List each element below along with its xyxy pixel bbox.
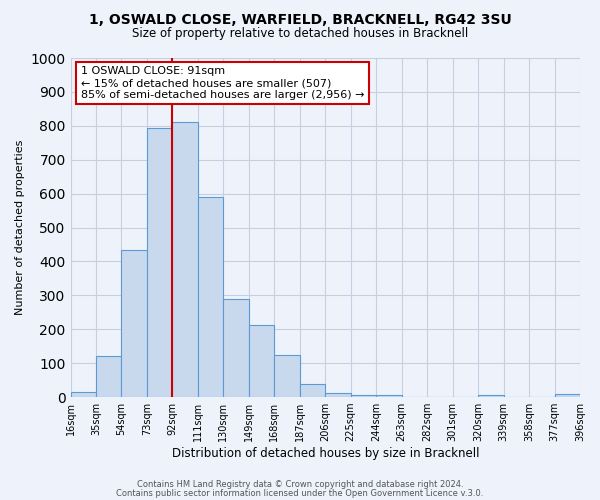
Bar (554, 394, 580, 397)
Bar (172, 122, 198, 397)
Bar (96, 356, 121, 397)
Text: Contains public sector information licensed under the Open Government Licence v.: Contains public sector information licen… (116, 488, 484, 498)
Bar (198, 197, 223, 397)
Bar (376, 396, 401, 397)
Text: Size of property relative to detached houses in Bracknell: Size of property relative to detached ho… (132, 28, 468, 40)
Bar (351, 394, 376, 397)
Bar (121, 250, 147, 397)
Bar (478, 394, 503, 397)
X-axis label: Distribution of detached houses by size in Bracknell: Distribution of detached houses by size … (172, 447, 479, 460)
Bar (147, 128, 172, 397)
Bar (249, 325, 274, 397)
Bar (71, 392, 96, 397)
Text: 1, OSWALD CLOSE, WARFIELD, BRACKNELL, RG42 3SU: 1, OSWALD CLOSE, WARFIELD, BRACKNELL, RG… (89, 12, 511, 26)
Y-axis label: Number of detached properties: Number of detached properties (15, 140, 25, 315)
Bar (325, 392, 351, 397)
Text: 1 OSWALD CLOSE: 91sqm
← 15% of detached houses are smaller (507)
85% of semi-det: 1 OSWALD CLOSE: 91sqm ← 15% of detached … (81, 66, 364, 100)
Bar (274, 354, 300, 397)
Bar (300, 384, 325, 397)
Text: Contains HM Land Registry data © Crown copyright and database right 2024.: Contains HM Land Registry data © Crown c… (137, 480, 463, 489)
Bar (223, 298, 249, 397)
